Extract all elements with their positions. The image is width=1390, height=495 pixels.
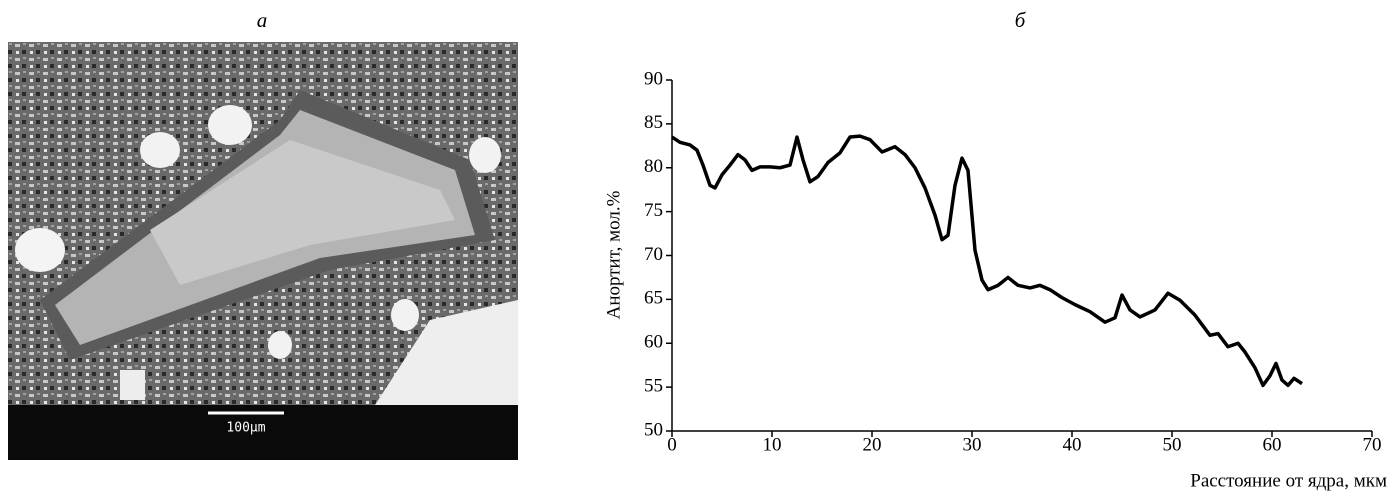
y-axis-label: Анортит, мол.%: [603, 190, 624, 319]
x-tick-label: 0: [667, 434, 677, 455]
y-tick-label: 85: [644, 112, 663, 133]
y-tick-label: 70: [644, 244, 663, 265]
panel-label: а: [257, 8, 268, 32]
data-line: [671, 134, 1303, 388]
x-tick-label: 20: [863, 434, 882, 455]
micrograph: 100μm: [8, 42, 518, 460]
panel-label: б: [1015, 8, 1027, 32]
y-tick-label: 50: [644, 419, 663, 440]
x-axis-label: Расстояние от ядра, мкм: [1190, 470, 1387, 491]
x-tick-label: 50: [1163, 434, 1182, 455]
x-tick-label: 60: [1263, 434, 1282, 455]
y-tick-label: 55: [644, 375, 663, 396]
y-tick-label: 65: [644, 288, 663, 309]
y-tick-label: 75: [644, 200, 663, 221]
x-tick-label: 70: [1363, 434, 1382, 455]
y-tick-label: 80: [644, 156, 663, 177]
x-tick-label: 30: [963, 434, 982, 455]
x-tick-label: 10: [763, 434, 782, 455]
scale-bar-label: 100μm: [226, 421, 265, 436]
y-tick-label: 60: [644, 332, 663, 353]
y-tick-label: 90: [644, 68, 663, 89]
x-tick-label: 40: [1063, 434, 1082, 455]
